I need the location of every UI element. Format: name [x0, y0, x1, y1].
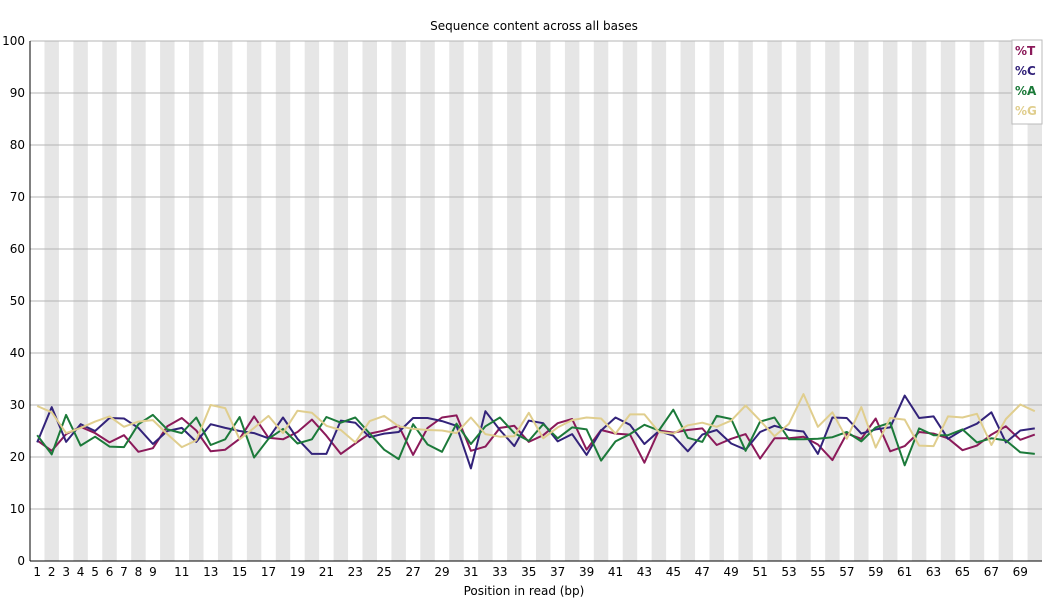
x-tick-47: 47 [695, 565, 710, 579]
x-tick-67: 67 [984, 565, 999, 579]
legend-entry-pct-g: %G [1015, 104, 1037, 118]
x-tick-19: 19 [290, 565, 305, 579]
series-line-pct-g [36, 393, 1036, 449]
y-tick-80: 80 [10, 138, 25, 152]
x-tick-11: 11 [174, 565, 189, 579]
x-tick-25: 25 [377, 565, 392, 579]
x-tick-7: 7 [120, 565, 128, 579]
y-tick-20: 20 [10, 450, 25, 464]
x-tick-23: 23 [348, 565, 363, 579]
x-tick-41: 41 [608, 565, 623, 579]
x-tick-9: 9 [149, 565, 157, 579]
y-tick-labels: 0 10 20 30 40 50 60 70 80 90 100 [2, 34, 25, 568]
legend-entry-pct-a: %A [1015, 84, 1037, 98]
x-tick-51: 51 [752, 565, 767, 579]
x-axis-label: Position in read (bp) [464, 584, 585, 598]
x-tick-55: 55 [810, 565, 825, 579]
x-tick-3: 3 [62, 565, 70, 579]
x-tick-13: 13 [203, 565, 218, 579]
x-tick-61: 61 [897, 565, 912, 579]
x-tick-65: 65 [955, 565, 970, 579]
series-lines [36, 393, 1036, 470]
x-tick-69: 69 [1013, 565, 1028, 579]
x-tick-4: 4 [77, 565, 85, 579]
x-tick-5: 5 [91, 565, 99, 579]
x-tick-31: 31 [463, 565, 478, 579]
x-tick-33: 33 [492, 565, 507, 579]
x-tick-29: 29 [434, 565, 449, 579]
x-tick-43: 43 [637, 565, 652, 579]
y-tick-10: 10 [10, 502, 25, 516]
x-tick-53: 53 [781, 565, 796, 579]
y-tick-30: 30 [10, 398, 25, 412]
y-tick-50: 50 [10, 294, 25, 308]
x-tick-59: 59 [868, 565, 883, 579]
grid-lines [30, 40, 1042, 510]
x-tick-8: 8 [135, 565, 143, 579]
axes [29, 41, 1042, 562]
x-tick-49: 49 [724, 565, 739, 579]
x-tick-63: 63 [926, 565, 941, 579]
x-tick-37: 37 [550, 565, 565, 579]
x-tick-labels: 1 2 3 4 5 6 7 8 9 11 13 15 17 19 21 23 25 27 29 31 33 35 37 39 4… [33, 565, 1028, 579]
x-tick-45: 45 [666, 565, 681, 579]
legend-entry-pct-t: %T [1015, 44, 1036, 58]
y-tick-100: 100 [2, 34, 25, 48]
x-tick-1: 1 [33, 565, 41, 579]
legend-entry-pct-c: %C [1015, 64, 1036, 78]
series-line-pct-a [36, 408, 1035, 467]
y-tick-90: 90 [10, 86, 25, 100]
x-tick-15: 15 [232, 565, 247, 579]
x-tick-17: 17 [261, 565, 276, 579]
y-tick-40: 40 [10, 346, 25, 360]
x-tick-2: 2 [48, 565, 56, 579]
x-tick-39: 39 [579, 565, 594, 579]
x-tick-35: 35 [521, 565, 536, 579]
legend: %T %C %A %G [1011, 39, 1043, 125]
legend-box [1011, 39, 1043, 125]
x-tick-6: 6 [106, 565, 114, 579]
chart-title: Sequence content across all bases [430, 19, 638, 33]
y-tick-0: 0 [17, 554, 25, 568]
x-tick-21: 21 [319, 565, 334, 579]
y-tick-60: 60 [10, 242, 25, 256]
x-tick-57: 57 [839, 565, 854, 579]
y-tick-70: 70 [10, 190, 25, 204]
x-tick-27: 27 [405, 565, 420, 579]
